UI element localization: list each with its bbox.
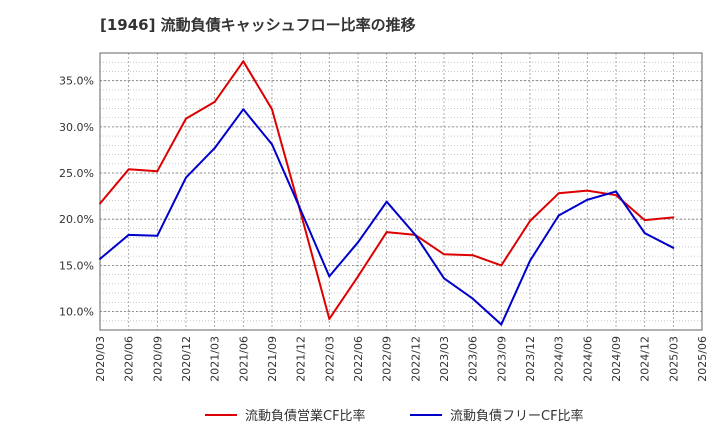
data-point — [185, 176, 187, 179]
y-tick-label: 10.0% — [59, 306, 94, 319]
x-tick-label: 2022/09 — [381, 336, 394, 382]
data-point — [471, 297, 474, 300]
x-tick-label: 2024/03 — [553, 336, 566, 382]
y-tick-label: 30.0% — [59, 121, 94, 134]
x-tick-label: 2022/06 — [352, 336, 365, 382]
data-point — [156, 170, 159, 173]
x-tick-label: 2021/12 — [295, 336, 308, 382]
data-point — [672, 246, 675, 249]
x-tick-label: 2023/12 — [524, 336, 537, 382]
series-layer — [99, 60, 675, 326]
legend-label-1: 流動負債営業CF比率 — [245, 408, 366, 424]
data-point — [328, 275, 331, 278]
y-axis-tick-labels: 10.0% 15.0% 20.0% 25.0% 30.0% 35.0% — [59, 75, 94, 319]
data-point — [586, 189, 589, 192]
y-tick-label: 25.0% — [59, 167, 94, 180]
data-point — [385, 200, 388, 203]
x-tick-label: 2020/09 — [151, 336, 164, 382]
data-point — [299, 208, 302, 211]
data-point — [242, 60, 245, 63]
grid-layer — [100, 52, 702, 331]
data-point — [271, 108, 273, 111]
data-point — [643, 232, 646, 235]
x-tick-label: 2025/06 — [696, 336, 709, 382]
data-point — [385, 231, 388, 234]
x-tick-label: 2020/12 — [180, 336, 193, 382]
x-tick-label: 2024/12 — [639, 336, 652, 382]
x-tick-label: 2021/06 — [237, 336, 250, 382]
x-axis-tick-labels: 2020/03 2020/06 2020/09 2020/12 2021/03 2021/… — [94, 336, 709, 382]
x-tick-label: 2024/06 — [581, 336, 594, 382]
data-point — [615, 190, 617, 193]
data-point — [99, 257, 101, 260]
data-point — [443, 253, 445, 256]
data-point — [127, 233, 130, 236]
y-tick-label: 35.0% — [59, 75, 94, 88]
plot-area-frame — [99, 52, 703, 331]
data-point — [672, 216, 675, 219]
y-tick-label: 15.0% — [59, 259, 94, 272]
data-point — [127, 168, 130, 171]
data-point — [557, 192, 560, 195]
data-point — [615, 194, 617, 197]
data-point — [500, 323, 503, 326]
x-tick-label: 2020/06 — [123, 336, 136, 382]
y-tick-label: 20.0% — [59, 213, 94, 226]
data-point — [529, 259, 531, 262]
chart-title: [1946] 流動負債キャッシュフロー比率の推移 — [100, 16, 416, 34]
legend: 流動負債営業CF比率 流動負債フリーCF比率 — [205, 408, 584, 424]
data-point — [99, 202, 101, 205]
data-point — [213, 147, 216, 150]
x-tick-label: 2022/12 — [409, 336, 422, 382]
x-tick-label: 2023/06 — [467, 336, 480, 382]
x-tick-label: 2025/03 — [667, 336, 680, 382]
legend-label-2: 流動負債フリーCF比率 — [450, 408, 584, 424]
data-point — [185, 117, 187, 120]
x-tick-label: 2021/03 — [209, 336, 222, 382]
data-point — [443, 277, 445, 280]
data-point — [500, 264, 503, 267]
data-point — [471, 254, 474, 257]
data-point — [156, 234, 159, 237]
data-point — [328, 317, 331, 320]
data-point — [414, 233, 417, 236]
x-tick-label: 2020/03 — [94, 336, 107, 382]
data-point — [643, 219, 646, 222]
x-tick-label: 2022/03 — [323, 336, 336, 382]
data-point — [586, 198, 589, 201]
data-point — [242, 108, 245, 111]
data-point — [557, 214, 560, 217]
x-tick-label: 2023/03 — [438, 336, 451, 382]
data-point — [357, 241, 359, 244]
data-point — [271, 143, 273, 146]
x-tick-label: 2023/09 — [495, 336, 508, 382]
data-point — [529, 220, 531, 223]
data-point — [357, 275, 359, 278]
data-point — [213, 100, 216, 103]
x-tick-label: 2024/09 — [610, 336, 623, 382]
x-tick-label: 2021/09 — [266, 336, 279, 382]
